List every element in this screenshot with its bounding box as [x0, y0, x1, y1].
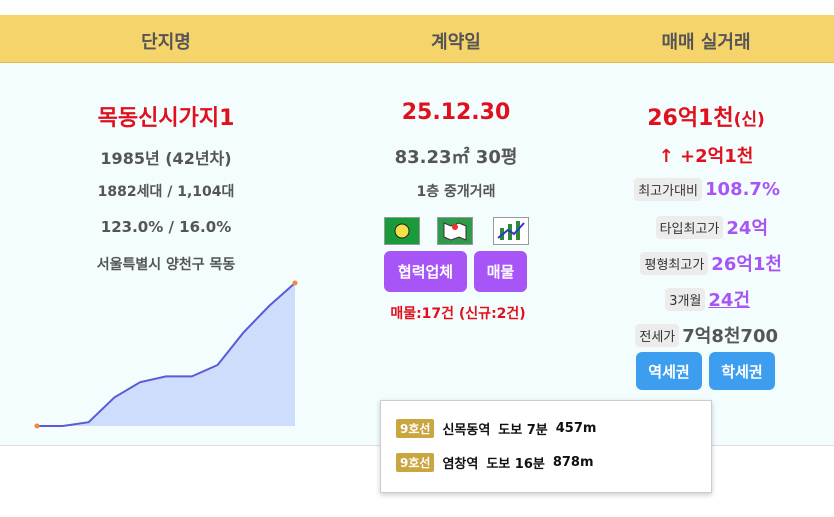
icon-button[interactable]	[384, 217, 420, 245]
row-value: 26억1천	[711, 254, 782, 275]
table-header: 단지명 계약일 매매 실거래	[0, 15, 834, 63]
contract-date: 25.12.30	[401, 100, 511, 125]
price-trend	[34, 280, 298, 429]
price-row: 전세가 7억8천700	[0, 322, 778, 348]
price-row: 평형최고가 26억1천	[0, 250, 782, 276]
price-row: 3개월 24건	[0, 286, 750, 312]
line-badge: 9호선	[396, 419, 435, 438]
station-name: 신목동역	[442, 423, 491, 438]
ratio: 123.0% / 16.0%	[100, 218, 232, 236]
distance: 878m	[552, 455, 594, 470]
price-row: 최고가대비 108.7%	[0, 178, 780, 201]
trend-area	[37, 283, 295, 426]
walk-time: 도보 7분	[498, 423, 548, 438]
column-header: 매매 실거래	[661, 32, 751, 53]
households: 1882세대 / 1,104대	[97, 184, 235, 200]
school-button[interactable]: 학세권	[709, 352, 775, 390]
row-value: 7억8천700	[682, 326, 778, 347]
price-amount: 26억1천	[647, 106, 734, 131]
station-name: 염창역	[442, 457, 479, 472]
distance: 457m	[555, 421, 597, 436]
row-label: 3개월	[665, 287, 706, 311]
built-year: 1985년 (42년차)	[100, 149, 232, 168]
floor: 1층 중개거래	[416, 184, 496, 200]
line-badge: 9호선	[396, 453, 435, 472]
price-tag: (신)	[733, 110, 765, 130]
station-row: 9호선 염창역 도보 16분 878m	[396, 453, 594, 472]
station-row: 9호선 신목동역 도보 7분 457m	[396, 419, 596, 438]
walk-time: 도보 16분	[486, 457, 545, 472]
row-value[interactable]: 24건	[708, 290, 750, 311]
row-label: 전세가	[635, 323, 680, 347]
trend-point	[292, 280, 298, 286]
column-header: 계약일	[431, 32, 481, 53]
station-tooltip: 9호선 신목동역 도보 7분 457m 9호선 염창역 도보 16분 878m	[380, 400, 712, 493]
area: 83.23㎡ 30평	[394, 147, 518, 168]
station-button[interactable]: 역세권	[636, 352, 702, 390]
price: 26억1천(신)	[647, 100, 765, 132]
row-label: 최고가대비	[634, 178, 703, 201]
row-value: 24억	[726, 218, 768, 239]
row-label: 평형최고가	[640, 251, 709, 275]
address: 서울특별시 양천구 목동	[96, 257, 236, 273]
complex-name[interactable]: 목동신시가지1	[97, 106, 235, 131]
column-header: 단지명	[141, 32, 191, 53]
price-change: ↑ +2억1천	[658, 146, 754, 167]
listing-button[interactable]: 매물	[474, 251, 527, 292]
row-label: 타입최고가	[655, 215, 724, 239]
trend-line	[37, 282, 296, 427]
trend-point	[34, 423, 40, 429]
price-row: 타입최고가 24억	[0, 214, 768, 240]
row-value: 108.7%	[705, 179, 780, 200]
chart-button[interactable]	[493, 217, 529, 245]
map-button[interactable]	[437, 217, 473, 245]
partner-button[interactable]: 협력업체	[384, 251, 467, 292]
listing-count: 매물:17건 (신규:2건)	[390, 306, 526, 322]
